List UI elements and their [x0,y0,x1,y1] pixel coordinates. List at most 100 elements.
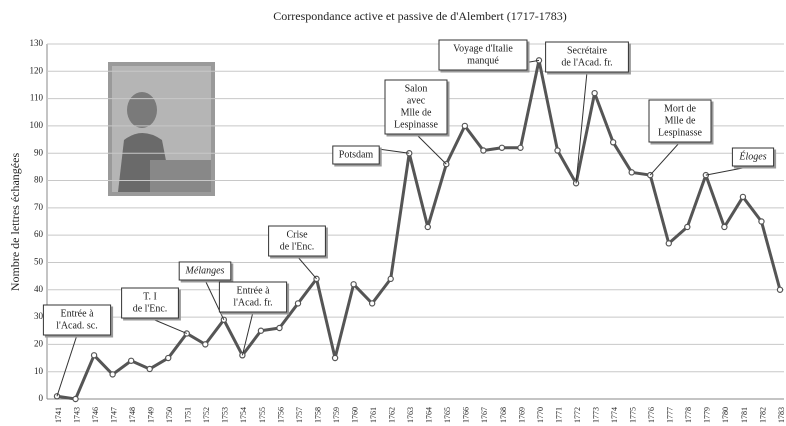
point [666,241,671,246]
x-tick-label: 1781 [740,407,749,423]
annotation-text: Mlle de [401,107,432,118]
x-tick-label: 1761 [369,407,378,423]
annotation-arrow [706,166,753,175]
annotation-text: Lespinasse [394,119,438,130]
x-tick-label: 1753 [221,407,230,423]
x-tick-label: 1780 [721,407,730,423]
y-tick-label: 40 [34,284,44,294]
x-tick-label: 1754 [239,407,248,423]
annotation-text: Mélanges [185,265,225,276]
annotation-text: Secrétaire [567,45,608,56]
point [740,194,745,199]
annotation-text: Lespinasse [658,127,702,138]
point [166,355,171,360]
x-tick-label: 1749 [147,407,156,423]
point [518,145,523,150]
x-tick-label: 1777 [666,407,675,423]
annotation-text: de l'Acad. fr. [561,57,612,68]
x-tick-label: 1765 [443,407,452,423]
x-tick-label: 1773 [591,407,600,423]
x-tick-label: 1748 [128,407,137,423]
point [203,342,208,347]
point [555,148,560,153]
annotation-text: Éloges [738,150,766,162]
y-tick-label: 70 [34,202,44,212]
point [759,219,764,224]
x-tick-label: 1778 [684,407,693,423]
point [73,396,78,401]
annotation-text: Mort de [664,103,697,114]
point [425,224,430,229]
x-tick-label: 1760 [350,407,359,423]
x-tick-label: 1756 [276,407,285,423]
y-tick-label: 100 [30,120,44,130]
point [685,224,690,229]
chart: Correspondance active et passive de d'Al… [0,0,786,426]
point [499,145,504,150]
x-tick-label: 1775 [629,407,638,423]
y-tick-label: 120 [30,65,44,75]
annotation-text: avec [407,95,426,106]
x-tick-label: 1772 [573,407,582,423]
point [332,355,337,360]
y-tick-label: 0 [39,393,44,403]
x-tick-label: 1774 [610,407,619,423]
point [370,301,375,306]
annotation-text: manqué [467,55,499,66]
annotation-text: Potsdam [339,149,374,160]
x-tick-label: 1766 [462,407,471,423]
point [777,287,782,292]
y-axis-label: Nombre de lettres échangées [8,153,22,292]
x-tick-label: 1746 [91,407,100,423]
y-tick-label: 90 [34,147,44,157]
x-tick-label: 1759 [332,407,341,423]
point [351,282,356,287]
annotation-text: Salon [405,83,428,94]
annotation-text: Voyage d'Italie [453,43,513,54]
annotation-arrow [150,318,187,333]
x-tick-label: 1770 [536,407,545,423]
point [388,276,393,281]
x-tick-label: 1764 [425,407,434,423]
point [295,301,300,306]
point [629,170,634,175]
annotation-text: Crise [286,229,308,240]
x-tick-label: 1747 [109,407,118,423]
annotation-text: de l'Enc. [280,241,315,252]
y-tick-label: 130 [30,38,44,48]
x-tick-label: 1751 [184,407,193,423]
point [129,358,134,363]
portrait [108,62,215,196]
annotation-text: l'Acad. sc. [56,320,98,331]
point [91,353,96,358]
x-tick-label: 1762 [388,407,397,423]
x-tick-label: 1769 [517,407,526,423]
point [147,366,152,371]
x-tick-label: 1783 [777,407,786,423]
x-tick-label: 1750 [165,407,174,423]
x-tick-label: 1768 [499,407,508,423]
y-tick-label: 80 [34,175,44,185]
annotation-arrow [576,72,587,183]
point [592,91,597,96]
y-tick-label: 10 [34,366,44,376]
x-tick-label: 1741 [54,407,63,423]
annotation-text: Entrée à [60,308,94,319]
annotation-text: Mlle de [665,115,696,126]
x-tick-label: 1752 [202,407,211,423]
x-tick-label: 1755 [258,407,267,423]
y-tick-label: 30 [34,311,44,321]
x-tick-label: 1763 [406,407,415,423]
annotation-arrow [416,134,446,164]
point [722,224,727,229]
point [481,148,486,153]
annotation-text: T. I [143,291,157,302]
y-tick-label: 50 [34,257,44,267]
point [611,140,616,145]
x-tick-label: 1743 [72,407,81,423]
point [110,372,115,377]
point [462,123,467,128]
x-tick-label: 1757 [295,407,304,423]
y-tick-label: 60 [34,229,44,239]
x-tick-label: 1776 [647,407,656,423]
